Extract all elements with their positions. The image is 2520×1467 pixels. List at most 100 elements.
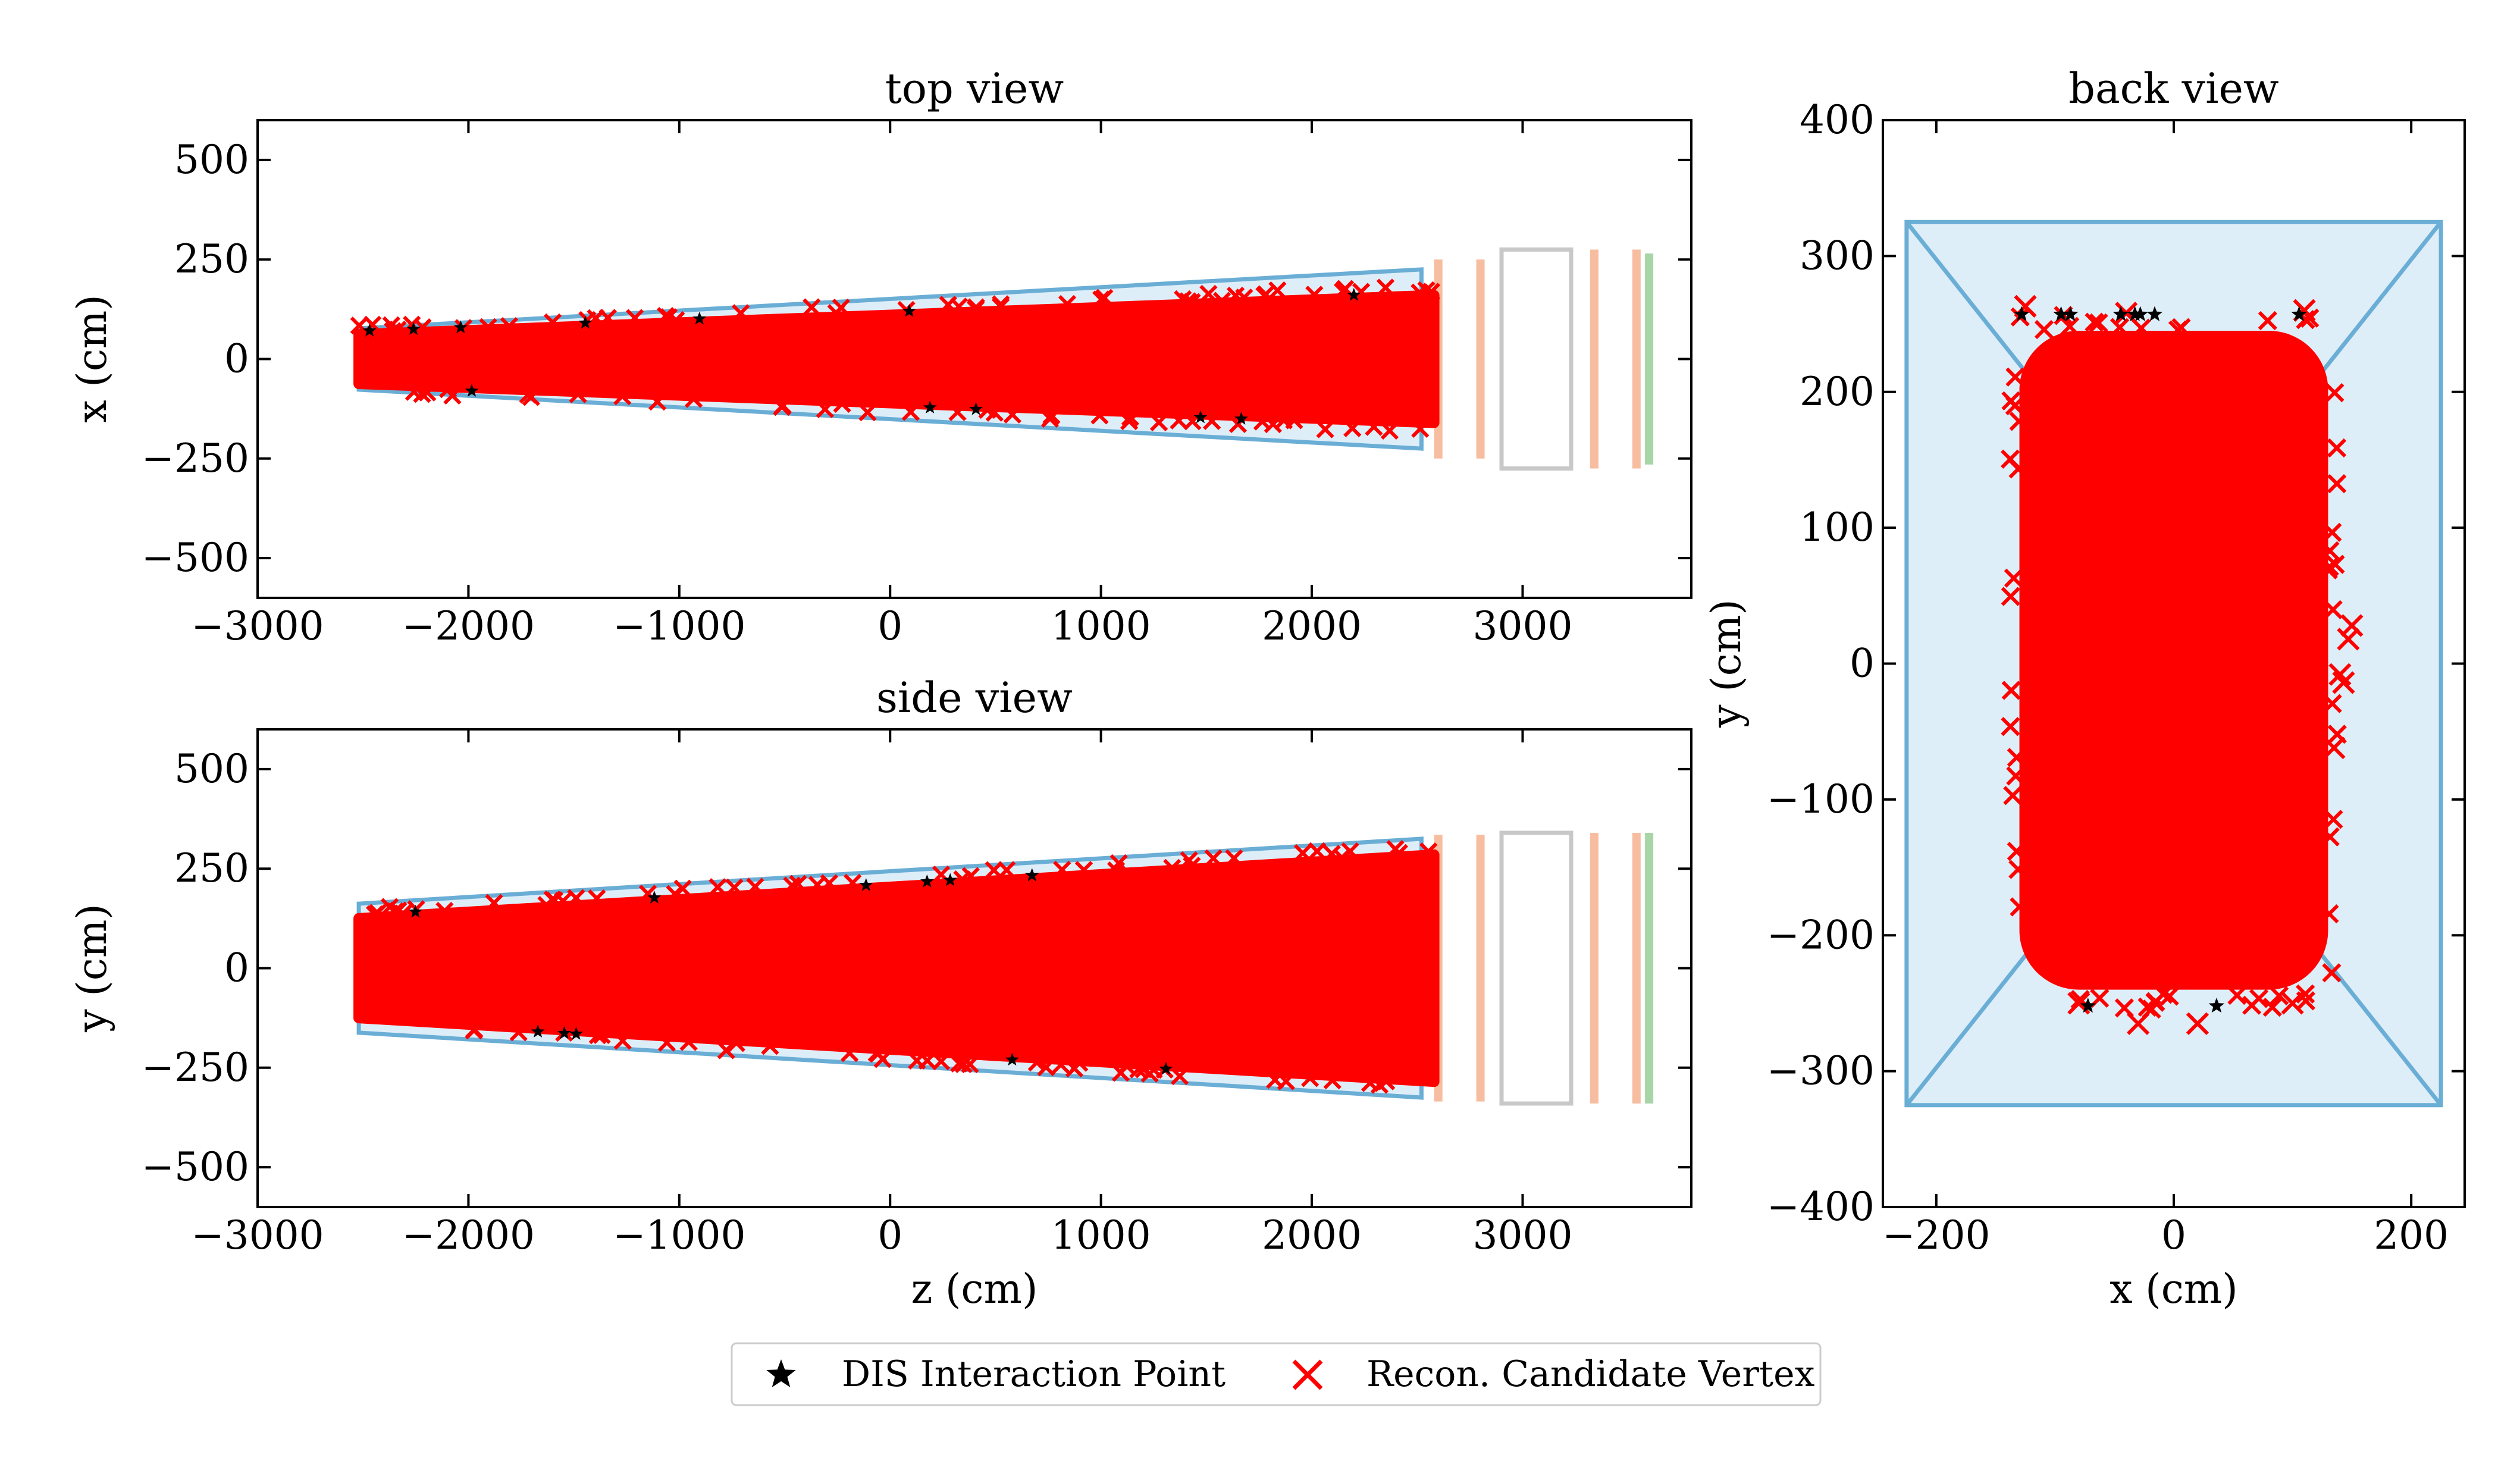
back-candidate-marker — [2085, 312, 2104, 332]
top-candidate-marker — [613, 387, 632, 406]
top-candidate-marker — [626, 309, 644, 327]
top-candidate-marker — [833, 394, 851, 413]
top-dis-marker — [406, 322, 421, 335]
top-y-ticks: −500 −250 0 250 500 — [142, 137, 1691, 581]
back-dis-marker — [2053, 306, 2069, 321]
side-candidate-marker — [727, 1034, 745, 1052]
side-dis-marker — [569, 1027, 583, 1040]
back-candidate-marker — [2295, 984, 2315, 1004]
side-candidate-marker — [1225, 849, 1243, 867]
top-candidate-vertex-cloud — [353, 290, 1440, 428]
back-candidate-marker — [2262, 998, 2282, 1017]
top-candidate-marker — [827, 304, 845, 322]
top-candidate-marker — [405, 383, 424, 401]
top-dis-marker — [1234, 412, 1248, 425]
back-candidate-marker — [2007, 748, 2026, 767]
side-candidate-marker — [783, 876, 801, 895]
back-outlier-marker — [2322, 736, 2346, 760]
side-dis-marker — [557, 1026, 571, 1039]
back-candidate-marker — [2110, 318, 2130, 337]
back-y-ticks: −400 −300 −200 −100 0 100 200 300 400 — [1767, 97, 2465, 1230]
top-dis-marker — [578, 315, 593, 329]
side-candidate-marker — [485, 894, 503, 912]
top-candidate-marker — [439, 380, 457, 399]
top-y-tick-label: 250 — [174, 236, 249, 282]
back-candidate-marker — [2322, 522, 2342, 543]
top-candidate-marker — [587, 309, 605, 327]
back-candidate-marker — [2323, 600, 2343, 619]
back-candidate-marker — [2001, 717, 2020, 736]
side-candidate-marker — [673, 879, 692, 898]
top-candidate-marker — [1235, 288, 1253, 307]
side-candidate-marker — [950, 1054, 968, 1073]
side-candidate-marker — [1322, 845, 1341, 863]
top-candidate-marker — [731, 304, 750, 322]
side-candidate-marker — [808, 876, 827, 894]
top-candidate-marker — [978, 400, 996, 419]
top-y-tick-label: −500 — [142, 535, 249, 581]
back-candidate-marker — [2008, 860, 2028, 879]
top-dis-marker — [362, 324, 377, 337]
side-candidate-marker — [761, 1037, 779, 1055]
back-y-tick-label: 100 — [1800, 504, 1875, 550]
top-candidate-marker — [1380, 421, 1399, 440]
top-candidate-marker — [388, 320, 407, 339]
side-view-title: side view — [876, 673, 1073, 722]
top-candidate-marker — [384, 322, 402, 340]
top-dis-marker — [969, 402, 983, 415]
back-candidate-marker — [2010, 897, 2029, 917]
top-candidate-marker — [522, 388, 540, 406]
side-dis-marker — [531, 1024, 545, 1037]
side-candidate-marker — [1070, 1054, 1089, 1072]
top-calorimeter — [1499, 247, 1574, 471]
side-candidate-marker — [709, 878, 727, 896]
side-candidate-marker — [1037, 1058, 1055, 1077]
top-x-tick-label: −1000 — [613, 603, 745, 649]
top-candidate-marker — [858, 403, 877, 422]
top-candidate-marker — [1090, 406, 1109, 425]
top-candidate-marker — [544, 313, 562, 331]
side-candidate-marker — [613, 1032, 632, 1050]
side-candidate-marker — [679, 1033, 698, 1051]
top-x-tick-label: 2000 — [1262, 603, 1362, 649]
side-candidate-marker — [1293, 844, 1312, 863]
side-candidate-marker — [873, 1050, 892, 1068]
top-candidate-marker — [1316, 420, 1334, 438]
side-dis-marker — [1025, 868, 1039, 882]
back-candidate-marker — [2001, 587, 2020, 606]
back-outlier-marker — [2281, 992, 2304, 1015]
top-candidate-marker — [1411, 419, 1430, 438]
top-candidate-marker — [1274, 411, 1293, 430]
top-view-title: top view — [885, 64, 1064, 113]
side-candidate-marker — [1370, 1076, 1389, 1094]
back-outlier-marker — [2332, 671, 2355, 694]
top-candidate-marker — [1203, 412, 1221, 430]
back-candidate-vertex-cloud — [2019, 330, 2328, 990]
back-dis-marker — [2291, 306, 2307, 321]
back-candidate-marker — [2322, 963, 2342, 983]
back-candidate-marker — [2249, 989, 2269, 1008]
side-candidate-marker — [717, 1041, 735, 1060]
side-candidate-marker — [1170, 1067, 1189, 1086]
back-y-tick-label: 0 — [1850, 641, 1875, 687]
top-candidate-marker — [1003, 405, 1021, 424]
top-y-tick-label: −250 — [142, 435, 249, 481]
side-vertex-markers — [366, 839, 1438, 1094]
top-candidate-marker — [1255, 286, 1274, 305]
side-candidate-marker — [954, 1055, 973, 1074]
back-x-tick-label: 200 — [2374, 1212, 2449, 1258]
top-candidate-marker — [1042, 406, 1061, 425]
side-candidate-marker — [746, 877, 764, 896]
top-candidate-marker — [1092, 290, 1111, 309]
top-candidate-marker — [656, 306, 675, 325]
top-dis-marker — [923, 400, 937, 413]
side-y-ticks: −500 −250 0 250 500 — [142, 746, 1691, 1190]
back-dis-marker — [2208, 998, 2225, 1013]
back-candidate-marker — [2001, 681, 2021, 700]
side-candidate-marker — [1386, 839, 1405, 858]
back-candidate-marker — [2168, 320, 2188, 340]
back-y-tick-label: −400 — [1767, 1184, 1875, 1230]
top-candidate-marker — [901, 403, 920, 421]
side-x-label: z (cm) — [911, 1266, 1038, 1313]
side-y-tick-label: 500 — [174, 746, 249, 792]
